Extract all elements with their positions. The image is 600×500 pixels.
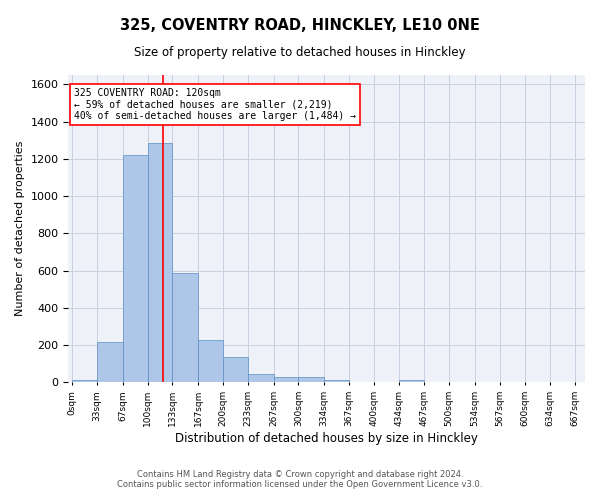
- Bar: [223, 357, 248, 382]
- Bar: [172, 274, 198, 382]
- Bar: [324, 380, 349, 382]
- Bar: [123, 154, 148, 382]
- Bar: [248, 374, 274, 382]
- Text: Size of property relative to detached houses in Hinckley: Size of property relative to detached ho…: [134, 46, 466, 59]
- X-axis label: Distribution of detached houses by size in Hinckley: Distribution of detached houses by size …: [175, 432, 478, 445]
- Y-axis label: Number of detached properties: Number of detached properties: [15, 141, 25, 316]
- Text: 325, COVENTRY ROAD, HINCKLEY, LE10 0NE: 325, COVENTRY ROAD, HINCKLEY, LE10 0NE: [120, 18, 480, 32]
- Bar: [400, 380, 424, 382]
- Bar: [148, 143, 172, 382]
- Bar: [97, 342, 123, 382]
- Bar: [274, 377, 298, 382]
- Text: Contains HM Land Registry data © Crown copyright and database right 2024.
Contai: Contains HM Land Registry data © Crown c…: [118, 470, 482, 489]
- Bar: [298, 378, 324, 382]
- Bar: [72, 380, 97, 382]
- Bar: [198, 340, 223, 382]
- Text: 325 COVENTRY ROAD: 120sqm
← 59% of detached houses are smaller (2,219)
40% of se: 325 COVENTRY ROAD: 120sqm ← 59% of detac…: [74, 88, 356, 121]
